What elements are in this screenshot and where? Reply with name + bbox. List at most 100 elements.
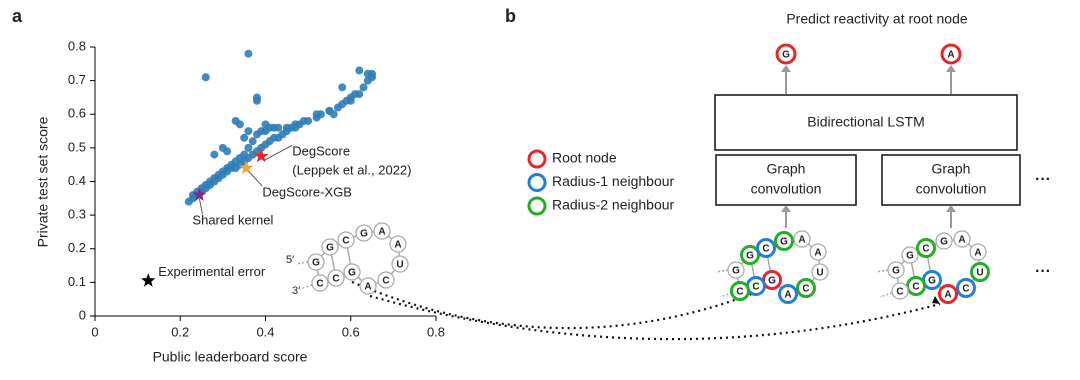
annotation: Experimental error <box>158 264 266 279</box>
leader-line <box>264 144 293 161</box>
nucleotide <box>740 245 760 265</box>
output-node <box>940 43 962 65</box>
nucleotide <box>956 278 976 298</box>
nucleotide-letter: G <box>940 237 948 248</box>
nucleotide <box>916 238 936 258</box>
nucleotide <box>307 253 325 271</box>
x-tick-label: 0.4 <box>256 324 274 339</box>
nucleotide <box>391 255 409 273</box>
point <box>240 133 249 142</box>
star-marker <box>254 148 269 163</box>
point <box>338 83 347 92</box>
y-tick-label: 0.8 <box>68 38 86 53</box>
nucleotide <box>389 235 407 253</box>
nucleotide <box>730 281 750 301</box>
y-tick-label: 0.6 <box>68 106 86 121</box>
nucleotide-letter: U <box>396 260 403 271</box>
nucleotide-letter: C <box>316 279 323 290</box>
nucleotide-letter: C <box>922 244 929 255</box>
point <box>299 116 308 125</box>
arrow <box>351 280 763 330</box>
conv-label: Graph <box>767 161 806 177</box>
nucleotide-letter: G <box>906 251 914 262</box>
nucleotide-letter: C <box>736 287 743 298</box>
flow-heads <box>781 65 956 212</box>
legend-swatch <box>527 173 547 192</box>
y-tick-label: 0.1 <box>68 274 86 289</box>
annotation: (Leppek et al., 2022) <box>292 163 411 178</box>
y-tick-label: 0.7 <box>68 72 86 87</box>
nucleotide <box>935 232 953 250</box>
point <box>346 96 355 105</box>
point <box>244 143 253 152</box>
flow-arrows <box>785 70 952 228</box>
nucleotide-letter: G <box>732 266 740 277</box>
nucleotide <box>756 238 776 258</box>
nucleotide-letter: A <box>378 227 385 238</box>
arrow <box>369 294 941 341</box>
nucleotide-letter: G <box>360 229 368 240</box>
nucleotide-letter: U <box>976 268 983 279</box>
nucleotide-letter: C <box>762 244 769 255</box>
nucleotide <box>811 263 829 281</box>
nucleotide-letter: G <box>780 237 788 248</box>
nucleotide-letter: C <box>962 284 969 295</box>
nucleotide-letter: G <box>768 276 776 287</box>
five-prime: 5′ <box>286 254 294 266</box>
y-tick-label: 0.5 <box>68 139 86 154</box>
nucleotide-letter: C <box>342 236 349 247</box>
nucleotide <box>891 282 909 300</box>
point <box>282 123 291 132</box>
point <box>223 147 232 156</box>
annotation: Shared kernel <box>192 212 273 227</box>
point <box>261 120 270 129</box>
leader-line <box>248 171 263 187</box>
point <box>235 120 244 129</box>
annotation: DegScore-XGB <box>262 184 352 199</box>
strand-end <box>295 261 309 265</box>
point <box>252 96 261 105</box>
lstm-label: Bidirectional LSTM <box>807 114 925 130</box>
nucleotide-letter: A <box>974 248 981 259</box>
nucleotide <box>793 230 811 248</box>
nucleotide <box>809 243 827 261</box>
nucleotide <box>887 261 905 279</box>
nucleotide-letter: A <box>958 235 965 246</box>
nucleotide-letter: G <box>312 258 320 269</box>
nucleotide-letter: C <box>382 276 389 287</box>
arrow-head <box>932 296 940 304</box>
nucleotide <box>906 276 926 296</box>
point <box>325 106 334 115</box>
nucleotide <box>953 230 971 248</box>
x-axis-label: Public leaderboard score <box>153 349 308 365</box>
point <box>210 150 219 159</box>
conv-label: Graph <box>932 161 971 177</box>
nucleotide-letter: A <box>944 290 951 301</box>
nucleotide-letter: G <box>892 266 900 277</box>
point <box>355 90 364 99</box>
panel-label: b <box>505 6 516 26</box>
nucleotide-letter: C <box>896 287 903 298</box>
conv-box <box>881 154 1021 206</box>
panel-label: a <box>12 6 23 26</box>
strand-end <box>719 292 733 298</box>
nucleotide-letter: G <box>348 268 356 279</box>
x-tick-label: 0 <box>91 324 98 339</box>
nucleotide-letter: A <box>364 282 371 293</box>
nucleotide <box>969 243 987 261</box>
nucleotide-letter: A <box>784 290 791 301</box>
x-tick-label: 0.6 <box>342 324 360 339</box>
conv-label: convolution <box>916 181 987 197</box>
legend-swatch <box>527 196 547 216</box>
nucleotide-letter: C <box>752 282 759 293</box>
nucleotide <box>327 269 345 287</box>
x-tick-label: 0.2 <box>171 324 189 339</box>
nucleotide <box>373 222 391 240</box>
nucleotide <box>355 224 373 242</box>
strand-end <box>875 269 889 273</box>
nucleotide <box>343 263 361 281</box>
point <box>201 73 210 82</box>
nucleotide <box>774 231 794 251</box>
y-tick-label: 0.4 <box>68 173 86 188</box>
